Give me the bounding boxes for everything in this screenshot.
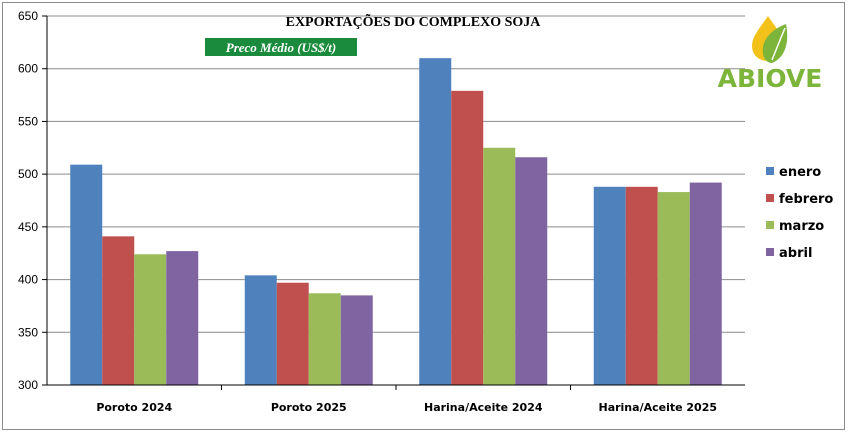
legend-label-abril: abril — [779, 246, 812, 261]
bar-marzo — [134, 254, 167, 385]
y-tick-label: 400 — [18, 273, 38, 287]
bar-abril — [689, 182, 722, 385]
bar-marzo — [308, 293, 341, 385]
bar-febrero — [625, 186, 658, 385]
legend-label-enero: enero — [779, 165, 821, 180]
chart-subtitle: Preco Médio (US$/t) — [226, 40, 336, 55]
leaf-drop-logo-icon — [752, 16, 788, 63]
x-category-label: Poroto 2024 — [96, 401, 172, 414]
chart-title: EXPORTAÇÕES DO COMPLEXO SOJA — [286, 12, 542, 30]
logo-text: ABIOVE — [718, 64, 823, 93]
bar-febrero — [102, 236, 135, 385]
legend: enero febrero marzo abril — [766, 165, 833, 261]
legend-swatch-abril — [766, 248, 774, 256]
bar-enero — [419, 58, 452, 386]
axis-layer: 300 350 400 450 500 550 600 650 Poroto 2024 Porot… — [18, 9, 745, 414]
bar-abril — [340, 295, 373, 385]
legend-swatch-enero — [766, 167, 774, 175]
y-tick-label: 500 — [18, 167, 38, 181]
bar-marzo — [657, 192, 690, 385]
logo-leaf-green — [762, 24, 788, 63]
bar-enero — [70, 164, 103, 385]
y-tick-label: 350 — [18, 325, 38, 339]
y-tick-label: 450 — [18, 220, 38, 234]
y-tick-label: 600 — [18, 62, 38, 76]
bar-enero — [244, 275, 277, 385]
bar-marzo — [483, 147, 516, 385]
abiove-logo: ABIOVE — [718, 16, 823, 93]
bar-abril — [166, 251, 199, 385]
legend-label-febrero: febrero — [779, 192, 833, 207]
y-tick-label: 550 — [18, 114, 38, 128]
bar-abril — [515, 157, 548, 385]
x-category-label: Harina/Aceite 2025 — [598, 401, 717, 414]
bar-febrero — [276, 282, 309, 385]
logo-leaf-vein — [771, 27, 786, 61]
subtitle-background — [205, 38, 357, 56]
bar-enero — [593, 186, 626, 385]
bars-layer — [70, 58, 722, 386]
y-tick-label: 300 — [18, 378, 38, 392]
legend-label-marzo: marzo — [779, 219, 824, 234]
legend-swatch-marzo — [766, 221, 774, 229]
x-category-label: Poroto 2025 — [271, 401, 347, 414]
y-tick-label: 650 — [18, 9, 38, 23]
x-category-label: Harina/Aceite 2024 — [424, 401, 543, 414]
legend-swatch-febrero — [766, 194, 774, 202]
bar-febrero — [451, 90, 484, 386]
